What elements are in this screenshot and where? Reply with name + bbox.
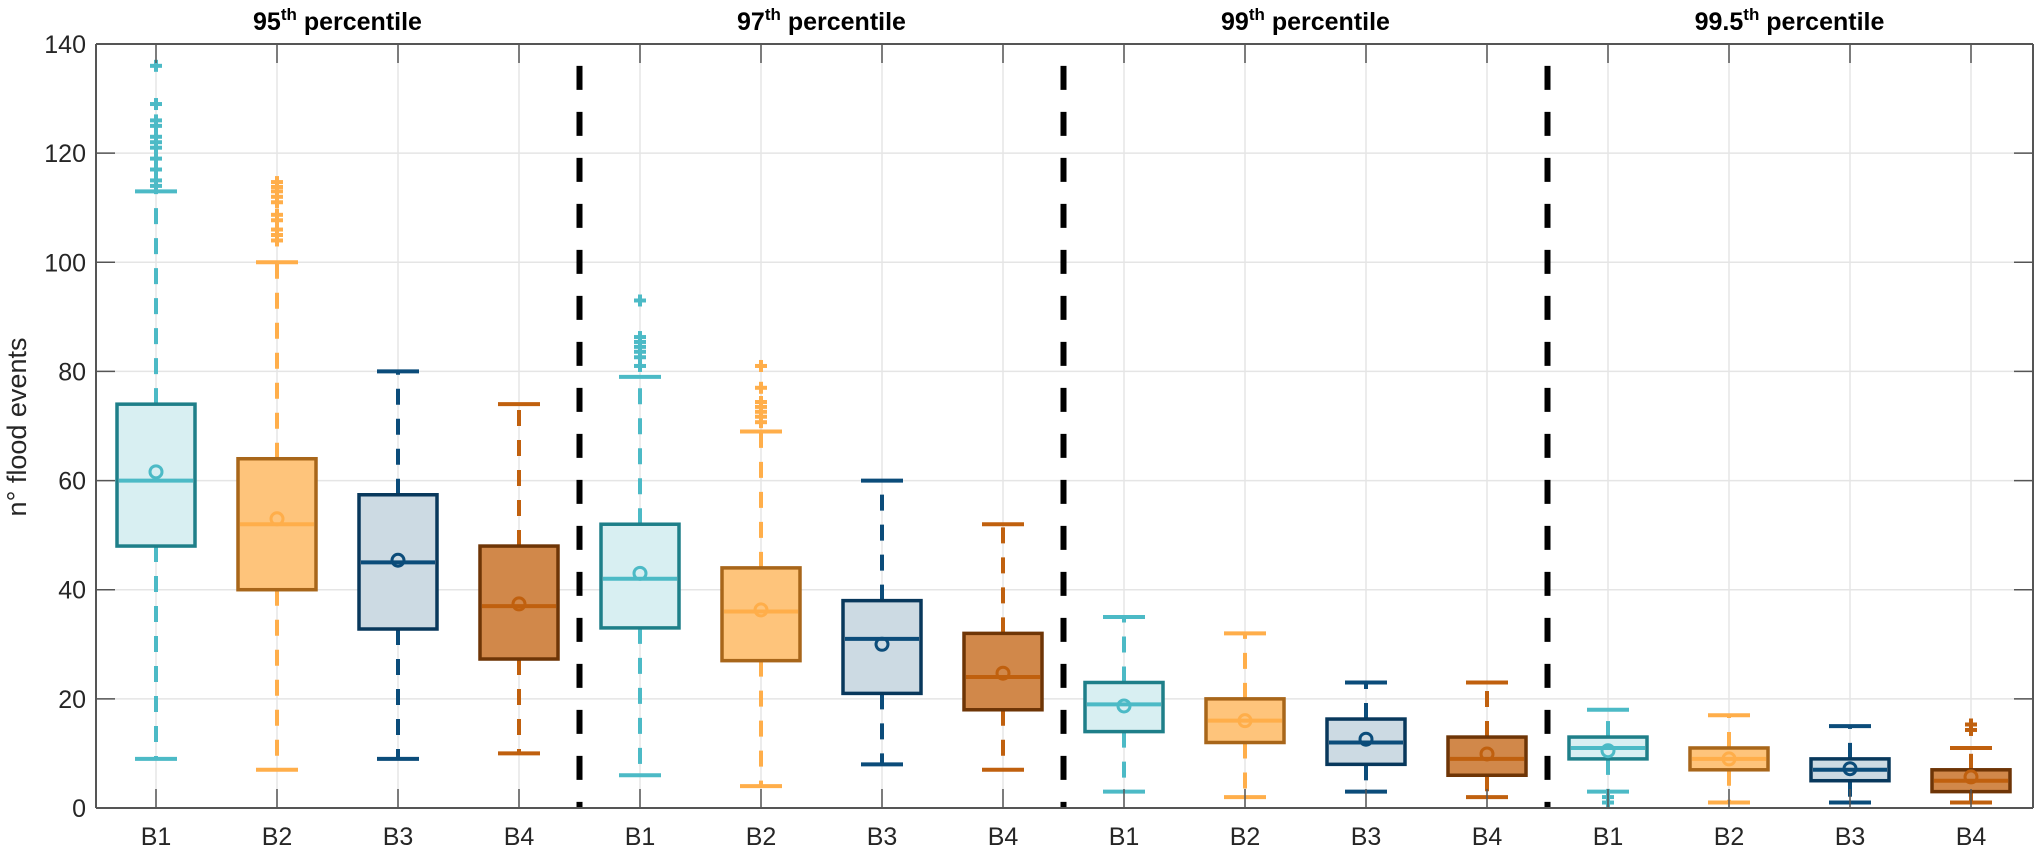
iqr-box	[1083, 680, 1165, 734]
mean-marker	[1358, 731, 1374, 747]
x-tick-label: B2	[262, 823, 293, 847]
box-b2	[236, 176, 318, 772]
x-tick-label: B2	[1230, 823, 1261, 847]
mean-marker	[632, 565, 648, 581]
y-tick-label: 40	[58, 577, 86, 605]
outlier-marker	[150, 152, 162, 165]
iqr-box	[841, 598, 923, 696]
outlier-marker	[755, 381, 767, 394]
mean-marker	[1721, 751, 1737, 767]
x-tick-label: B3	[383, 823, 414, 847]
x-tick-label: B3	[1351, 823, 1382, 847]
title-superscript: th	[281, 5, 297, 24]
title-number: 97	[737, 8, 765, 36]
iqr-box	[478, 544, 560, 661]
outlier-marker	[150, 163, 162, 176]
mean-marker	[874, 636, 890, 652]
title-rest: percentile	[781, 8, 906, 36]
y-tick-label: 120	[44, 140, 86, 168]
mean-marker	[390, 552, 406, 568]
box-b2	[1204, 631, 1286, 800]
y-tick-label: 100	[44, 249, 86, 277]
title-rest: percentile	[1759, 8, 1884, 36]
box-b1	[1083, 615, 1165, 794]
mean-marker	[1237, 713, 1253, 729]
outlier-marker	[634, 294, 646, 307]
x-tick-label: B4	[1956, 823, 1987, 847]
iqr-box	[599, 522, 681, 630]
box-b3	[1809, 724, 1891, 805]
box-b3	[1325, 680, 1407, 794]
x-tick-label: B2	[746, 823, 777, 847]
outlier-marker	[755, 359, 767, 372]
axes: 0 20 40 60 80 100 120 140 B1 B2 B3 B4 B1 B2 B3 B4 B1 B2 B3…	[44, 31, 2034, 847]
x-tick-label: B1	[625, 823, 656, 847]
mean-marker	[1116, 698, 1132, 714]
x-tick-label: B2	[1714, 823, 1745, 847]
iqr-box	[1446, 735, 1528, 778]
box-b2	[720, 359, 802, 789]
mean-marker	[995, 665, 1011, 681]
x-tick-label: B3	[1835, 823, 1866, 847]
x-tick-label: B3	[867, 823, 898, 847]
box-b1	[115, 59, 197, 761]
box-b4	[962, 522, 1044, 772]
mean-marker	[1479, 746, 1495, 762]
title-superscript: th	[1249, 5, 1265, 24]
group-title: 97th percentile	[737, 5, 906, 36]
iqr-box	[962, 631, 1044, 712]
box-b3	[357, 369, 439, 761]
y-tick-label: 80	[58, 358, 86, 386]
y-tick-label: 0	[72, 795, 86, 823]
outlier-marker	[150, 98, 162, 111]
mean-marker	[269, 511, 285, 527]
box-b2	[1688, 713, 1770, 805]
box-b4	[1446, 680, 1528, 800]
iqr-box	[115, 402, 197, 548]
box-b1	[599, 294, 681, 778]
outlier-marker	[755, 395, 767, 408]
box-b3	[841, 478, 923, 767]
y-axis-label: n° flood events	[2, 338, 32, 517]
outlier-marker	[271, 208, 283, 221]
x-tick-label: B4	[1472, 823, 1503, 847]
title-superscript: th	[765, 5, 781, 24]
x-tick-label: B4	[988, 823, 1019, 847]
box-series	[115, 59, 2012, 809]
y-tick-label: 140	[44, 31, 86, 59]
title-number: 99	[1221, 8, 1249, 36]
iqr-box	[720, 566, 802, 663]
mean-marker	[511, 596, 527, 612]
mean-marker	[148, 464, 164, 480]
mean-marker	[753, 602, 769, 618]
group-titles: 95th percentile 97th percentile 99th perce…	[253, 5, 1884, 36]
outlier-marker	[150, 130, 162, 143]
group-title: 99.5th percentile	[1695, 5, 1885, 36]
title-superscript: th	[1743, 5, 1759, 24]
title-number: 95	[253, 8, 281, 36]
title-rest: percentile	[297, 8, 422, 36]
y-tick-label: 60	[58, 468, 86, 496]
mean-marker	[1600, 743, 1616, 759]
title-rest: percentile	[1265, 8, 1390, 36]
x-tick-label: B1	[141, 823, 172, 847]
x-tick-label: B1	[1593, 823, 1624, 847]
group-title: 99th percentile	[1221, 5, 1390, 36]
x-tick-label: B1	[1109, 823, 1140, 847]
box-b4	[478, 402, 560, 756]
group-dividers	[576, 65, 1551, 808]
mean-marker	[1842, 761, 1858, 777]
outlier-marker	[271, 176, 283, 189]
y-tick-label: 20	[58, 686, 86, 714]
mean-marker	[1963, 769, 1979, 785]
outlier-marker	[634, 331, 646, 344]
group-title: 95th percentile	[253, 5, 422, 36]
x-tick-label: B4	[504, 823, 535, 847]
outlier-marker	[1965, 718, 1977, 731]
outlier-marker	[150, 114, 162, 127]
title-number: 99.5	[1695, 8, 1744, 36]
outlier-marker	[150, 174, 162, 187]
